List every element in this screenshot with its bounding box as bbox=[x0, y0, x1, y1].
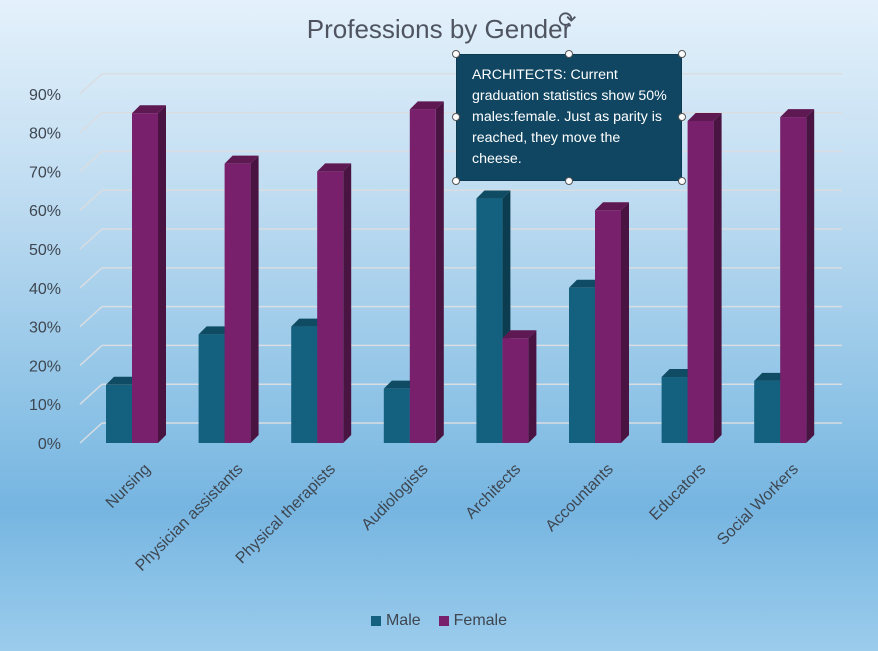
bar-male-top[interactable] bbox=[661, 369, 696, 378]
bar-female-top[interactable] bbox=[780, 109, 815, 118]
bar-female-top[interactable] bbox=[687, 112, 722, 121]
bar-male-top[interactable] bbox=[569, 279, 603, 288]
bar-female-top[interactable] bbox=[224, 155, 259, 164]
chart-title[interactable]: Professions by Gender bbox=[306, 14, 572, 44]
y-tick-label: 20% bbox=[29, 358, 61, 375]
bar-female[interactable] bbox=[409, 109, 436, 443]
bar-male[interactable] bbox=[569, 287, 595, 443]
gridline-diagonal bbox=[79, 267, 103, 289]
bar-male-top[interactable] bbox=[383, 380, 418, 389]
bar-male-top[interactable] bbox=[106, 376, 140, 385]
gridline-diagonal bbox=[79, 150, 103, 172]
chart-legend[interactable]: Male Female bbox=[0, 612, 878, 630]
legend-item-female[interactable]: Female bbox=[438, 612, 508, 630]
x-tick-label: Audiologists bbox=[359, 461, 432, 534]
x-tick-label: Physician assistants bbox=[133, 461, 247, 575]
bar-female-top[interactable] bbox=[317, 163, 352, 172]
y-tick-label: 40% bbox=[29, 281, 61, 298]
y-tick-label: 30% bbox=[29, 320, 61, 337]
gridline-diagonal bbox=[79, 344, 103, 366]
y-tick-label: 70% bbox=[29, 164, 61, 181]
bar-male[interactable] bbox=[661, 377, 688, 443]
legend-swatch-male bbox=[370, 616, 381, 626]
x-tick-label: Physical therapists bbox=[233, 461, 339, 567]
bar-female-top[interactable] bbox=[409, 101, 444, 110]
bar-male[interactable] bbox=[476, 198, 503, 443]
bar-female-top[interactable] bbox=[132, 105, 166, 114]
resize-handle-top-left[interactable] bbox=[452, 50, 460, 58]
bar-female-side[interactable] bbox=[158, 105, 166, 443]
gridline-diagonal bbox=[79, 73, 103, 95]
legend-label-female: Female bbox=[453, 612, 508, 629]
gridline-diagonal bbox=[79, 422, 103, 444]
bar-male[interactable] bbox=[754, 380, 781, 443]
y-tick-label: 0% bbox=[38, 436, 61, 453]
y-tick-label: 50% bbox=[29, 242, 61, 259]
x-tick-label: Architects bbox=[463, 461, 525, 523]
gridline-diagonal bbox=[79, 228, 103, 250]
gridline-diagonal bbox=[79, 189, 103, 211]
bar-female[interactable] bbox=[224, 163, 251, 443]
resize-handle-top-right[interactable] bbox=[678, 50, 686, 58]
x-tick-label: Nursing bbox=[103, 461, 154, 512]
gridline-diagonal bbox=[79, 306, 103, 328]
bar-female[interactable] bbox=[780, 117, 807, 443]
resize-handle-middle-right[interactable] bbox=[678, 113, 686, 121]
bar-female[interactable] bbox=[502, 338, 529, 443]
x-tick-label: Accountants bbox=[543, 461, 617, 535]
bar-female[interactable] bbox=[595, 210, 621, 443]
annotation-callout[interactable]: ARCHITECTS: Current graduation statistic… bbox=[456, 54, 682, 181]
bar-female-top[interactable] bbox=[595, 202, 629, 211]
y-tick-label: 10% bbox=[29, 397, 61, 414]
resize-handle-middle-left[interactable] bbox=[452, 113, 460, 121]
resize-handle-bottom-center[interactable] bbox=[565, 177, 573, 185]
bar-male-top[interactable] bbox=[476, 190, 511, 199]
bar-female-side[interactable] bbox=[713, 112, 722, 444]
bar-female[interactable] bbox=[687, 120, 714, 444]
x-tick-label: Social Workers bbox=[714, 461, 802, 549]
bar-female-side[interactable] bbox=[528, 330, 537, 443]
resize-handle-bottom-right[interactable] bbox=[678, 177, 686, 185]
bar-female-side[interactable] bbox=[250, 155, 259, 443]
y-tick-label: 60% bbox=[29, 203, 61, 220]
bar-male[interactable] bbox=[291, 326, 318, 443]
legend-item-male[interactable]: Male bbox=[370, 612, 421, 630]
legend-swatch-female bbox=[438, 616, 449, 626]
bar-female[interactable] bbox=[317, 171, 344, 443]
bar-male-top[interactable] bbox=[291, 318, 326, 327]
y-tick-label: 80% bbox=[29, 126, 61, 143]
gridline-diagonal bbox=[79, 112, 103, 134]
bar-female-side[interactable] bbox=[435, 101, 444, 443]
bar-male-top[interactable] bbox=[754, 372, 789, 381]
bar-female-side[interactable] bbox=[806, 109, 815, 443]
resize-handle-top-center[interactable] bbox=[565, 50, 573, 58]
bar-female-top[interactable] bbox=[502, 330, 537, 339]
x-tick-label: Educators bbox=[646, 461, 709, 524]
bar-male[interactable] bbox=[198, 334, 225, 443]
bar-male-top[interactable] bbox=[198, 326, 233, 335]
bar-female-side[interactable] bbox=[343, 163, 352, 443]
bar-male[interactable] bbox=[383, 388, 410, 443]
bar-female-side[interactable] bbox=[621, 202, 629, 443]
resize-handle-bottom-left[interactable] bbox=[452, 177, 460, 185]
rotate-handle-icon[interactable]: ⟳ bbox=[558, 8, 577, 33]
legend-label-male: Male bbox=[385, 612, 421, 629]
bar-male[interactable] bbox=[106, 384, 132, 443]
gridline-diagonal bbox=[79, 383, 103, 405]
y-tick-label: 90% bbox=[29, 87, 61, 104]
bar-female[interactable] bbox=[132, 113, 158, 443]
